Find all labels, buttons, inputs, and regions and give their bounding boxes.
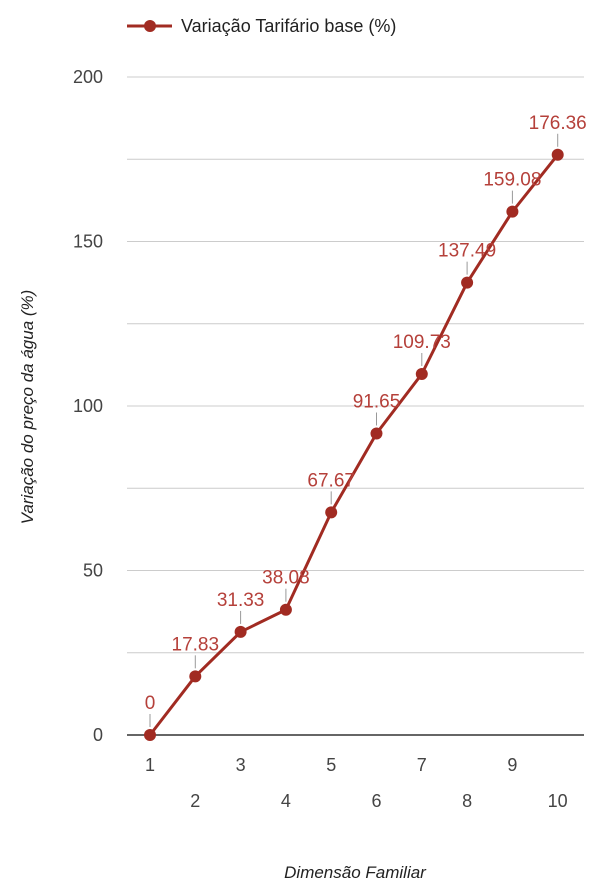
x-tick-label: 6 bbox=[371, 791, 381, 811]
legend[interactable]: Variação Tarifário base (%) bbox=[127, 16, 396, 36]
x-tick-label: 5 bbox=[326, 755, 336, 775]
data-label: 0 bbox=[145, 693, 156, 714]
x-tick-label: 2 bbox=[190, 791, 200, 811]
data-point[interactable] bbox=[189, 670, 202, 683]
legend-label: Variação Tarifário base (%) bbox=[181, 16, 396, 36]
data-point[interactable] bbox=[234, 625, 247, 638]
y-tick-label: 50 bbox=[83, 561, 103, 581]
x-tick-label: 9 bbox=[507, 755, 517, 775]
x-tick-label: 10 bbox=[548, 791, 568, 811]
data-label: 17.83 bbox=[172, 634, 220, 655]
data-label: 31.33 bbox=[217, 590, 265, 611]
legend-marker-icon bbox=[144, 20, 156, 32]
gridlines bbox=[127, 76, 584, 736]
x-axis-title: Dimensão Familiar bbox=[284, 863, 427, 882]
data-label: 38.08 bbox=[262, 568, 310, 589]
y-tick-label: 200 bbox=[73, 67, 103, 87]
x-tick-label: 8 bbox=[462, 791, 472, 811]
data-point[interactable] bbox=[415, 367, 428, 380]
y-tick-label: 0 bbox=[93, 725, 103, 745]
data-label: 91.65 bbox=[353, 391, 401, 412]
data-label: 176.36 bbox=[529, 113, 587, 134]
y-axis-title: Variação do preço da água (%) bbox=[18, 290, 37, 525]
x-tick-label: 4 bbox=[281, 791, 291, 811]
data-point[interactable] bbox=[325, 506, 338, 519]
data-point[interactable] bbox=[144, 729, 156, 741]
data-label: 137.49 bbox=[438, 241, 496, 262]
data-label: 67.67 bbox=[307, 470, 355, 491]
data-point[interactable] bbox=[370, 427, 383, 440]
x-tick-label: 1 bbox=[145, 755, 155, 775]
x-tick-label: 7 bbox=[417, 755, 427, 775]
data-point[interactable] bbox=[461, 276, 474, 289]
y-tick-label: 150 bbox=[73, 232, 103, 252]
data-label: 159.08 bbox=[483, 170, 541, 191]
data-point[interactable] bbox=[506, 205, 519, 218]
data-point[interactable] bbox=[551, 148, 564, 161]
data-point[interactable] bbox=[279, 603, 292, 616]
series-line bbox=[148, 153, 559, 736]
y-tick-label: 100 bbox=[73, 396, 103, 416]
data-label: 109.73 bbox=[393, 332, 451, 353]
y-axis-ticks: 0 50 100 150 200 bbox=[73, 67, 103, 745]
x-axis-ticks: 1 2 3 4 5 6 7 8 9 10 bbox=[145, 755, 568, 811]
x-tick-label: 3 bbox=[236, 755, 246, 775]
